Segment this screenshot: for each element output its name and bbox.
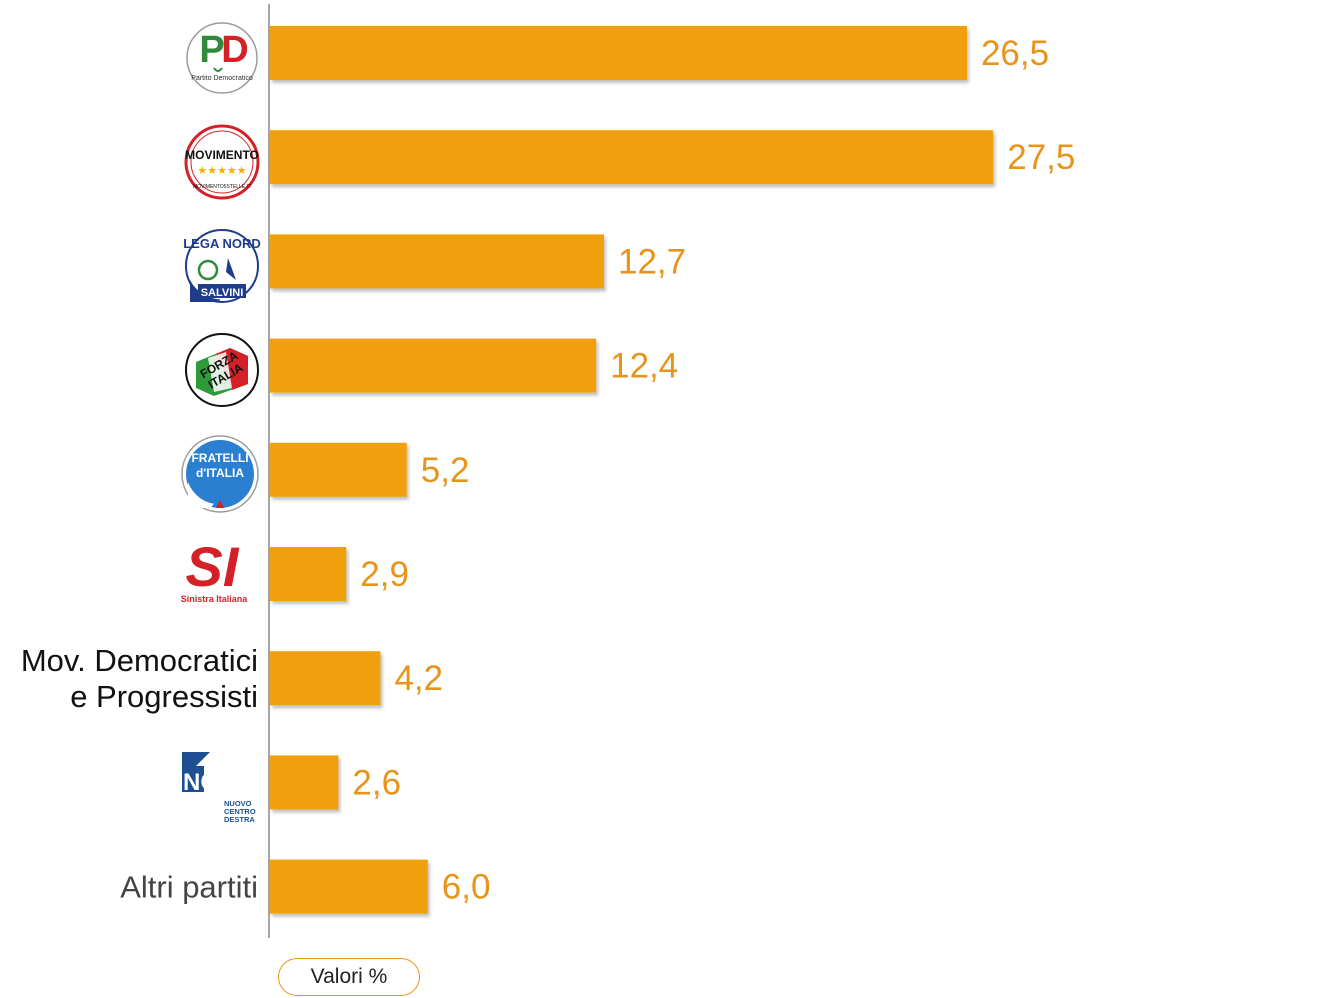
- value-label-lega-nord-salvini: 12,7: [618, 242, 686, 281]
- category-label-mov-democratici-e-progressisti-line-2: e Progressisti: [70, 679, 258, 714]
- m5s-logo-icon: MOVIMENTO ★★★★★ MOVIMENTO5STELLE.IT: [184, 124, 260, 200]
- pd-logo-icon: P D Partito Democratico: [186, 22, 258, 94]
- fdi-logo-caption-2: NAZIONALE: [203, 494, 237, 500]
- fdi-logo-word-2: d'ITALIA: [196, 466, 244, 480]
- lega-logo-word: LEGA NORD: [183, 236, 261, 251]
- value-label-fratelli-d-italia: 5,2: [421, 451, 470, 490]
- m5s-logo-word: MOVIMENTO: [185, 148, 259, 162]
- value-labels-group: 26,5 27,5 12,7 12,4 5,2 2,9 4,2 2,6 6,0: [352, 34, 1075, 907]
- lega-nord-logo-icon: LEGA NORD SALVINI: [183, 229, 261, 303]
- bars-group: [270, 26, 994, 914]
- m5s-logo-caption: MOVIMENTO5STELLE.IT: [193, 184, 251, 190]
- value-label-forza-italia: 12,4: [610, 347, 678, 386]
- category-label-mov-democratici-e-progressisti-line-1: Mov. Democratici: [21, 643, 258, 678]
- ncd-logo-letter-n: NCD: [183, 769, 235, 796]
- pd-logo-caption: Partito Democratico: [191, 75, 253, 82]
- value-label-partito-democratico: 26,5: [981, 34, 1049, 73]
- bar-partito-democratico: [270, 26, 967, 80]
- bar-altri-partiti: [270, 859, 428, 914]
- fdi-logo-caption-1: ALLEANZA: [205, 487, 236, 493]
- fratelli-italia-logo-icon: FRATELLI d'ITALIA ALLEANZA NAZIONALE: [181, 435, 259, 513]
- bar-nuovo-centro-destra: [270, 755, 339, 810]
- bar-fratelli-d-italia: [270, 442, 407, 497]
- lega-logo-caption: SALVINI: [201, 287, 244, 299]
- category-label-altri-partiti-line-1: Altri partiti: [120, 870, 258, 905]
- bar-lega-nord-salvini: [270, 234, 605, 289]
- value-label-sinistra-italiana: 2,9: [360, 555, 409, 594]
- ncd-logo-caption-1: NUOVO: [224, 799, 252, 808]
- si-logo-caption: Sinistra Italiana: [181, 594, 249, 604]
- si-logo-word: SI: [186, 535, 240, 598]
- bar-mov-democratici-e-progressisti: [270, 651, 381, 706]
- bar-forza-italia: [270, 338, 597, 393]
- pd-letter-p: P: [199, 29, 224, 71]
- bar-sinistra-italiana: [270, 547, 347, 601]
- ncd-logo-caption-3: DESTRA: [224, 815, 255, 824]
- value-label-movimento-5-stelle: 27,5: [1007, 138, 1075, 177]
- ncd-logo-caption-2: CENTRO: [224, 807, 256, 816]
- pd-letter-d: D: [221, 29, 248, 71]
- value-label-altri-partiti: 6,0: [442, 868, 491, 907]
- forza-italia-logo-icon: FORZA ITALIA: [185, 333, 259, 407]
- bar-movimento-5-stelle: [270, 130, 994, 185]
- fdi-logo-word-1: FRATELLI: [191, 451, 248, 465]
- value-label-nuovo-centro-destra: 2,6: [352, 763, 401, 802]
- value-label-mov-democratici-e-progressisti: 4,2: [394, 659, 443, 698]
- svg-text:★★★★★: ★★★★★: [197, 164, 246, 177]
- sinistra-italiana-logo-icon: SI Sinistra Italiana: [181, 535, 249, 604]
- unit-label: Valori %: [278, 958, 420, 996]
- ncd-logo-icon: NCD NUOVO CENTRO DESTRA: [182, 752, 256, 824]
